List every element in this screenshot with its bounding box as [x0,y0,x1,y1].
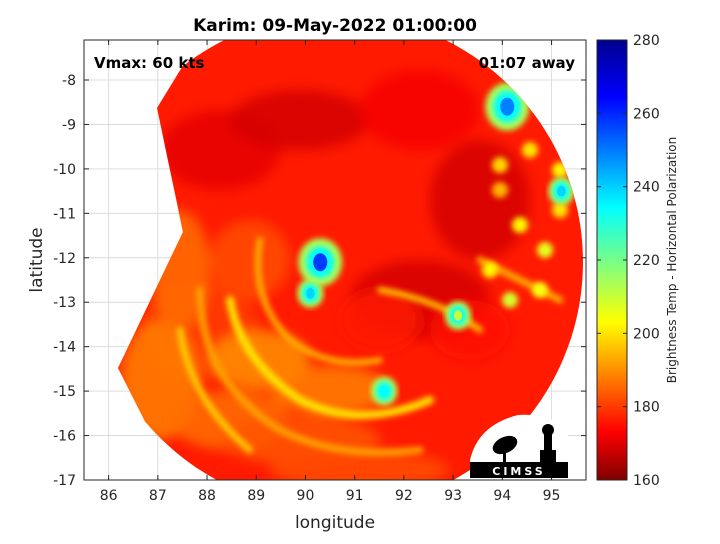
cold-feature-core [453,310,463,321]
chart-title: Karim: 09-May-2022 01:00:00 [193,16,477,36]
x-axis-ticks: 86 87 88 89 90 91 92 93 94 95 [100,40,561,504]
convective-cell [482,262,498,278]
convective-cell [537,242,553,258]
cold-feature-core [306,287,315,299]
x-tick-label: 88 [198,488,216,504]
colorbar-label: Brightness Temp - Horizontal Polarizatio… [665,137,679,384]
x-tick-label: 91 [346,488,364,504]
x-tick-label: 93 [444,488,462,504]
cold-feature-core [313,253,328,272]
y-axis-label: latitude [27,227,47,292]
cold-feature-core [557,185,566,197]
rain-band [196,286,424,456]
swath-texture [230,90,370,150]
y-tick-label: -10 [53,162,76,178]
axes-box [83,39,587,481]
cimss-logo: CIMSS [470,414,568,478]
brightness-temp-swath [118,40,583,480]
colorbar-tick-label: 240 [633,180,660,196]
y-tick-label: -12 [53,251,76,267]
swath-texture [340,290,420,350]
x-tick-label: 94 [493,488,511,504]
time-away-annotation: 01:07 away [479,54,576,72]
rain-band [177,327,253,453]
x-tick-label: 90 [297,488,315,504]
y-axis-ticks: -8 -9 -10 -11 -12 -13 -14 -15 -16 -17 [53,73,586,489]
colorbar-tick-label: 280 [633,33,660,49]
colorbar-tick-label: 180 [633,400,660,416]
rain-band [226,296,434,419]
y-tick-label: -11 [53,206,76,222]
convective-cell [492,157,508,173]
swath-texture [430,140,530,260]
swath-texture [360,70,480,150]
cold-feature-core [380,385,389,397]
x-tick-label: 95 [543,488,561,504]
convective-cell [522,142,538,158]
y-tick-label: -15 [53,384,76,400]
y-tick-label: -14 [53,340,76,356]
y-tick-label: -16 [53,429,76,445]
convective-cell [492,182,508,198]
colorbar-tick-label: 200 [633,326,660,342]
convective-cell [532,282,548,298]
convective-cell [552,202,568,218]
x-tick-label: 87 [149,488,167,504]
x-tick-label: 86 [100,488,118,504]
y-tick-label: -13 [53,295,76,311]
y-tick-label: -9 [62,117,76,133]
colorbar-ticks: 160 180 200 220 240 260 280 [597,33,660,489]
x-axis-label: longitude [295,513,375,533]
x-tick-label: 89 [247,488,265,504]
x-tick-label: 92 [395,488,413,504]
vmax-annotation: Vmax: 60 kts [94,54,204,72]
colorbar-tick-label: 160 [633,473,660,489]
rain-band [377,287,483,333]
convective-cell [512,217,528,233]
convective-cell [502,292,518,308]
colorbar-tick-label: 220 [633,253,660,269]
y-tick-label: -8 [62,73,76,89]
cold-feature-core [500,97,515,116]
colorbar-tick-label: 260 [633,106,660,122]
y-tick-label: -17 [53,473,76,489]
cimss-logo-text: CIMSS [492,465,545,478]
swath-texture [270,450,450,480]
swath-texture [210,220,290,300]
rain-band [255,237,383,366]
colorbar [596,39,628,481]
